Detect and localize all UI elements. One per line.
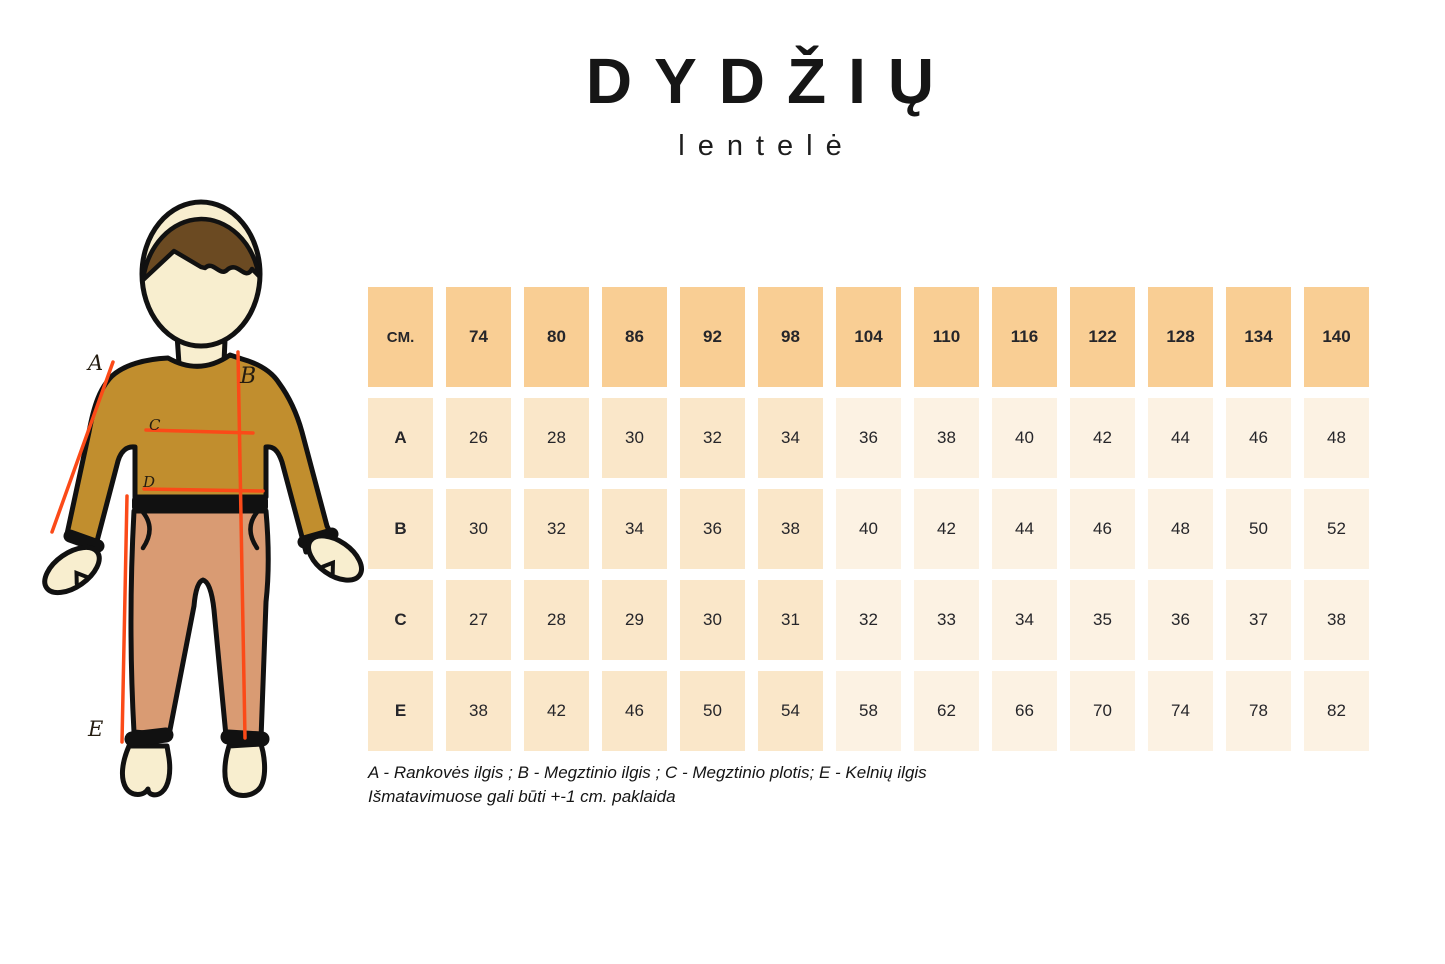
size-table: CM. 74 80 86 92 98 104 110 116 122 128 134 140 A 26 28 3… xyxy=(368,287,1369,751)
value-cell: 32 xyxy=(524,489,589,569)
value-cell: 28 xyxy=(524,398,589,478)
size-header-cell: 128 xyxy=(1148,287,1213,387)
value-cell: 30 xyxy=(680,580,745,660)
page-title: DYDŽIŲ xyxy=(585,45,957,117)
value-cell: 62 xyxy=(914,671,979,751)
size-header-cell: 134 xyxy=(1226,287,1291,387)
measure-line-d xyxy=(142,487,265,493)
value-cell: 36 xyxy=(1148,580,1213,660)
size-header-cell: 80 xyxy=(524,287,589,387)
measure-line-a xyxy=(50,360,115,534)
value-cell: 38 xyxy=(446,671,511,751)
row-label-cell: E xyxy=(368,671,433,751)
value-cell: 42 xyxy=(914,489,979,569)
child-figure: A B C D E xyxy=(30,190,370,810)
value-cell: 27 xyxy=(446,580,511,660)
size-header-cell: 86 xyxy=(602,287,667,387)
value-cell: 50 xyxy=(680,671,745,751)
value-cell: 29 xyxy=(602,580,667,660)
hair xyxy=(140,216,262,283)
measure-label-d: D xyxy=(142,473,155,491)
measure-label-a: A xyxy=(86,351,103,375)
value-cell: 26 xyxy=(446,398,511,478)
value-cell: 34 xyxy=(758,398,823,478)
value-cell: 28 xyxy=(524,580,589,660)
value-cell: 78 xyxy=(1226,671,1291,751)
size-header-cell: 110 xyxy=(914,287,979,387)
value-cell: 36 xyxy=(680,489,745,569)
measure-line-e xyxy=(120,494,129,744)
value-cell: 42 xyxy=(524,671,589,751)
value-cell: 40 xyxy=(992,398,1057,478)
value-cell: 34 xyxy=(992,580,1057,660)
value-cell: 36 xyxy=(836,398,901,478)
value-cell: 54 xyxy=(758,671,823,751)
value-cell: 34 xyxy=(602,489,667,569)
value-cell: 38 xyxy=(1304,580,1369,660)
left-wrist-cuff xyxy=(63,529,105,553)
value-cell: 48 xyxy=(1304,398,1369,478)
value-cell: 50 xyxy=(1226,489,1291,569)
size-header-cell: 116 xyxy=(992,287,1057,387)
value-cell: 52 xyxy=(1304,489,1369,569)
title-block: DYDŽIŲ lentelė xyxy=(75,0,1445,163)
value-cell: 46 xyxy=(602,671,667,751)
left-foot xyxy=(119,743,173,798)
measure-line-c xyxy=(144,428,255,435)
left-hand xyxy=(42,544,102,596)
child-figure-svg: A B C D E xyxy=(42,199,364,798)
value-cell: 74 xyxy=(1148,671,1213,751)
value-cell: 46 xyxy=(1070,489,1135,569)
waistband xyxy=(132,495,268,512)
value-cell: 66 xyxy=(992,671,1057,751)
value-cell: 32 xyxy=(680,398,745,478)
value-cell: 38 xyxy=(758,489,823,569)
size-header-cell: 122 xyxy=(1070,287,1135,387)
page-subtitle: lentelė xyxy=(678,130,855,163)
size-header-cell: 92 xyxy=(680,287,745,387)
right-pocket xyxy=(248,507,262,551)
value-cell: 30 xyxy=(602,398,667,478)
value-cell: 58 xyxy=(836,671,901,751)
value-cell: 40 xyxy=(836,489,901,569)
value-cell: 32 xyxy=(836,580,901,660)
measure-line-b xyxy=(236,350,247,740)
size-header-cell: 104 xyxy=(836,287,901,387)
footnote-line-2: Išmatavimuose gali būti +-1 cm. paklaida xyxy=(368,786,676,806)
value-cell: 46 xyxy=(1226,398,1291,478)
value-cell: 37 xyxy=(1226,580,1291,660)
left-pocket xyxy=(138,507,152,551)
footnote-line-1: A - Rankovės ilgis ; B - Megztinio ilgis… xyxy=(368,763,927,782)
value-cell: 30 xyxy=(446,489,511,569)
row-label-cell: A xyxy=(368,398,433,478)
pants xyxy=(128,508,271,742)
value-cell: 44 xyxy=(1148,398,1213,478)
measure-label-e: E xyxy=(87,717,103,741)
value-cell: 31 xyxy=(758,580,823,660)
measure-label-b: B xyxy=(239,364,256,389)
footnote: A - Rankovės ilgis ; B - Megztinio ilgis… xyxy=(368,761,927,808)
right-hand xyxy=(306,533,364,583)
measure-label-c: C xyxy=(149,416,161,434)
right-foot xyxy=(222,741,268,798)
value-cell: 70 xyxy=(1070,671,1135,751)
size-header-cell: 98 xyxy=(758,287,823,387)
value-cell: 44 xyxy=(992,489,1057,569)
value-cell: 38 xyxy=(914,398,979,478)
row-label-cell: B xyxy=(368,489,433,569)
value-cell: 42 xyxy=(1070,398,1135,478)
value-cell: 35 xyxy=(1070,580,1135,660)
value-cell: 82 xyxy=(1304,671,1369,751)
unit-header-cell: CM. xyxy=(368,287,433,387)
value-cell: 33 xyxy=(914,580,979,660)
size-header-cell: 74 xyxy=(446,287,511,387)
value-cell: 48 xyxy=(1148,489,1213,569)
size-header-cell: 140 xyxy=(1304,287,1369,387)
row-label-cell: C xyxy=(368,580,433,660)
left-ankle-cuff xyxy=(124,727,174,747)
